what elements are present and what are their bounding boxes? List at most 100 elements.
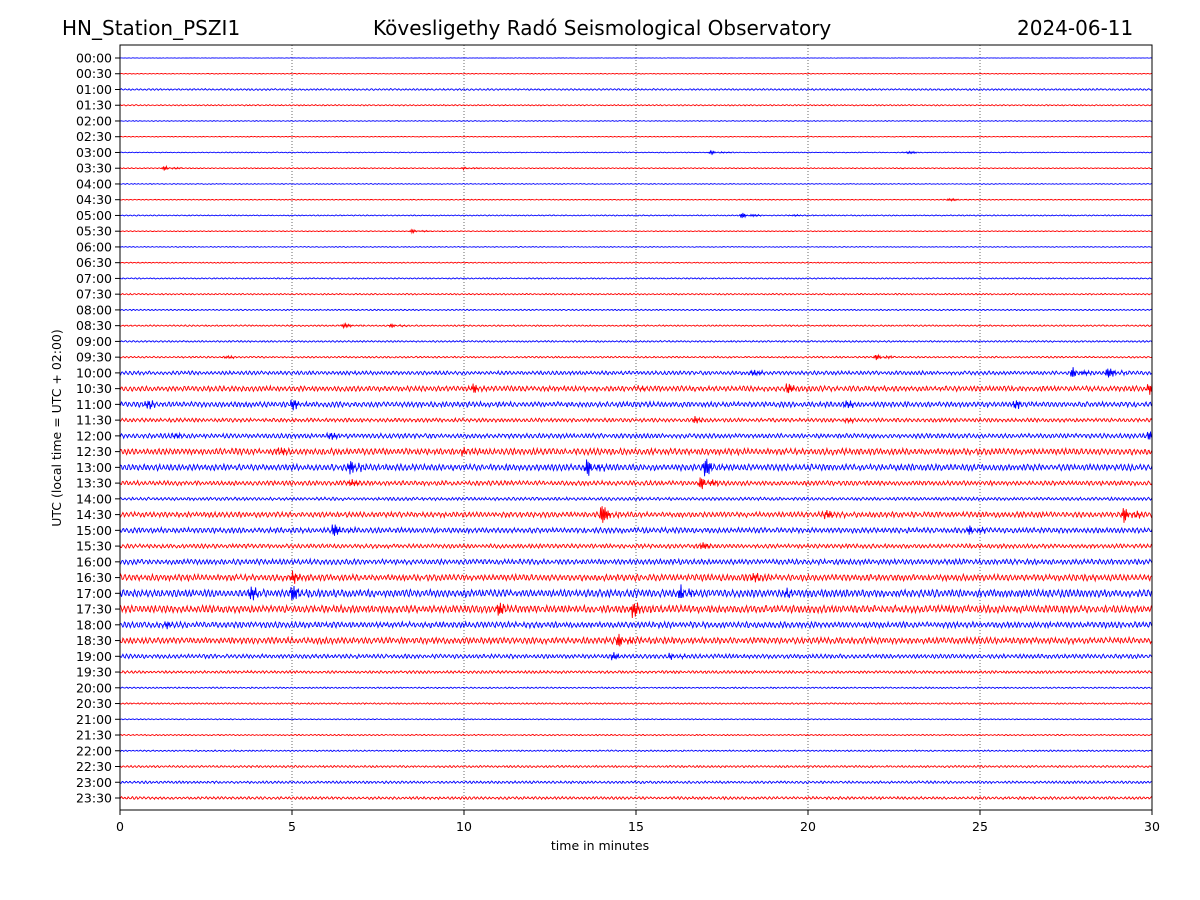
y-tick-label: 12:30: [76, 444, 112, 459]
trace-2330: [119, 795, 1153, 801]
trace-1030: [119, 383, 1153, 395]
y-tick-label: 06:00: [76, 239, 112, 254]
y-tick-label: 11:00: [76, 397, 112, 412]
y-tick-label: 14:30: [76, 507, 112, 522]
y-tick-label: 15:00: [76, 523, 112, 538]
trace-1000: [119, 367, 1153, 378]
trace-1100: [119, 399, 1153, 411]
station-title: HN_Station_PSZI1: [62, 16, 241, 40]
y-tick-label: 21:30: [76, 728, 112, 743]
trace-2130: [119, 733, 1153, 737]
y-tick-label: 12:00: [76, 428, 112, 443]
y-axis-label: UTC (local time = UTC + 02:00): [49, 329, 64, 527]
y-tick-label: 20:30: [76, 696, 112, 711]
y-tick-label: 18:00: [76, 617, 112, 632]
y-tick-label: 16:30: [76, 570, 112, 585]
y-tick-label: 08:00: [76, 302, 112, 317]
plot-frame: [119, 44, 1153, 811]
y-tick-label: 22:00: [76, 743, 112, 758]
y-tick-label: 07:30: [76, 287, 112, 302]
trace-0030: [119, 72, 1153, 75]
y-tick-label: 01:00: [76, 82, 112, 97]
y-tick-label: 13:00: [76, 460, 112, 475]
y-tick-label: 10:30: [76, 381, 112, 396]
trace-2300: [119, 779, 1153, 785]
trace-2100: [119, 718, 1153, 721]
y-tick-label: 20:00: [76, 680, 112, 695]
trace-0700: [119, 277, 1153, 280]
trace-0900: [119, 339, 1153, 343]
y-tick-label: 11:30: [76, 413, 112, 428]
x-tick-label: 10: [456, 819, 472, 834]
trace-1530: [119, 542, 1153, 550]
trace-2030: [119, 702, 1153, 705]
trace-1630: [119, 570, 1153, 584]
trace-0500: [119, 212, 1153, 219]
y-tick-label: 14:00: [76, 491, 112, 506]
x-tick-label: 20: [800, 819, 816, 834]
x-tick-label: 5: [288, 819, 296, 834]
x-tick-label: 30: [1144, 819, 1160, 834]
y-tick-label: 09:00: [76, 334, 112, 349]
y-tick-label: 07:00: [76, 271, 112, 286]
y-tick-label: 16:00: [76, 554, 112, 569]
y-tick-label: 02:00: [76, 113, 112, 128]
trace-1500: [119, 524, 1153, 536]
trace-0130: [119, 103, 1153, 107]
y-tick-label: 03:00: [76, 145, 112, 160]
y-tick-label: 02:30: [76, 129, 112, 144]
trace-0330: [119, 164, 1153, 171]
trace-1700: [119, 584, 1153, 601]
trace-0230: [119, 135, 1152, 138]
trace-1430: [119, 506, 1153, 523]
y-tick-label: 19:30: [76, 665, 112, 680]
observatory-title: Kövesligethy Radó Seismological Observat…: [373, 16, 832, 40]
y-tick-label: 05:00: [76, 208, 112, 223]
y-tick-label: 19:00: [76, 649, 112, 664]
trace-0600: [119, 245, 1153, 248]
trace-0400: [119, 182, 1152, 185]
y-tick-label: 17:30: [76, 602, 112, 617]
x-axis-label: time in minutes: [551, 838, 649, 853]
y-tick-label: 03:30: [76, 161, 112, 176]
trace-2200: [119, 749, 1153, 753]
y-tick-label: 04:00: [76, 176, 112, 191]
date-title: 2024-06-11: [1017, 16, 1134, 40]
trace-1930: [119, 669, 1153, 675]
trace-1730: [119, 602, 1153, 619]
y-tick-label: 22:30: [76, 759, 112, 774]
y-tick-label: 01:30: [76, 98, 112, 113]
trace-0730: [119, 292, 1153, 296]
y-tick-label: 09:30: [76, 350, 112, 365]
trace-1600: [119, 557, 1153, 567]
x-tick-label: 25: [972, 819, 988, 834]
y-tick-label: 00:30: [76, 66, 112, 81]
trace-1230: [119, 446, 1153, 457]
x-tick-label: 0: [116, 819, 124, 834]
trace-1200: [119, 431, 1153, 441]
y-tick-label: 13:30: [76, 476, 112, 491]
trace-1830: [119, 633, 1153, 647]
trace-0430: [119, 197, 1153, 202]
trace-0800: [119, 308, 1153, 312]
trace-0830: [119, 322, 1153, 330]
x-tick-label: 15: [628, 819, 644, 834]
trace-1130: [119, 415, 1153, 425]
y-tick-label: 08:30: [76, 318, 112, 333]
y-tick-label: 06:30: [76, 255, 112, 270]
trace-0530: [119, 228, 1153, 235]
trace-2230: [119, 764, 1153, 769]
y-tick-label: 23:30: [76, 791, 112, 806]
trace-2000: [119, 686, 1153, 690]
y-tick-label: 04:30: [76, 192, 112, 207]
trace-0100: [119, 87, 1153, 92]
trace-1400: [119, 496, 1153, 502]
trace-0930: [119, 353, 1153, 361]
trace-0300: [119, 149, 1153, 156]
y-tick-label: 15:30: [76, 539, 112, 554]
trace-1300: [119, 458, 1153, 477]
y-tick-label: 18:30: [76, 633, 112, 648]
y-tick-label: 23:00: [76, 775, 112, 790]
y-tick-label: 00:00: [76, 51, 112, 66]
